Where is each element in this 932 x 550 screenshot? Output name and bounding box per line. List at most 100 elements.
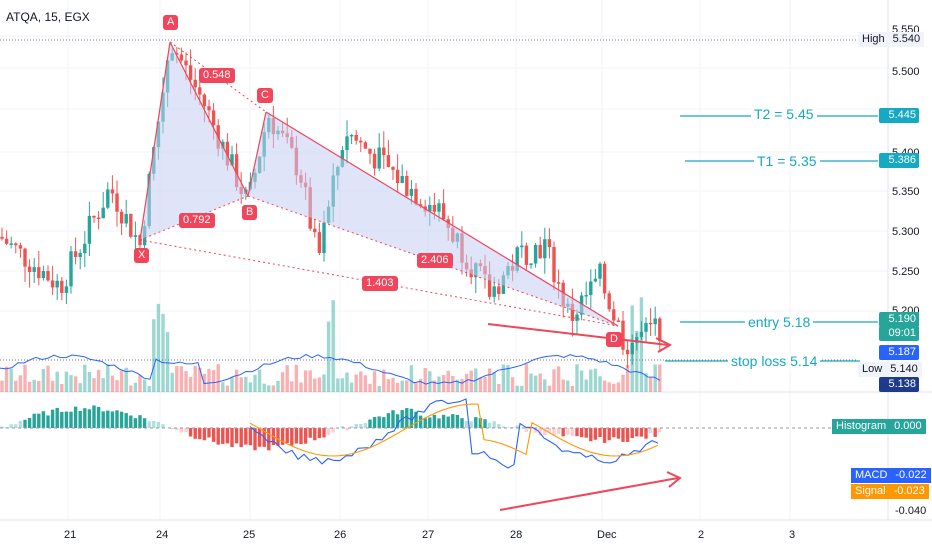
macd-histogram-bar xyxy=(202,428,207,441)
candle-body xyxy=(207,106,211,111)
macd-histogram-bar xyxy=(188,428,193,437)
candle-body xyxy=(32,267,36,272)
macd-histogram-bar xyxy=(225,428,230,444)
macd-histogram-bar xyxy=(455,414,460,428)
volume-bar xyxy=(547,385,552,392)
macd-histogram-bar xyxy=(152,420,156,428)
volume-bar xyxy=(349,382,354,392)
macd-histogram-bar xyxy=(648,428,653,434)
volume-bar xyxy=(584,379,588,392)
volume-bar xyxy=(478,377,483,392)
volume-bar xyxy=(32,379,36,392)
macd-value: -0.022 xyxy=(891,468,931,483)
volume-bar xyxy=(294,364,299,392)
price-tick: 5.300 xyxy=(892,226,920,238)
volume-bar xyxy=(234,369,239,392)
volume-bar xyxy=(23,364,27,392)
macd-histogram-bar xyxy=(244,428,248,445)
volume-bar xyxy=(612,383,616,392)
volume-bar xyxy=(625,365,630,392)
candle-body xyxy=(184,60,188,66)
volume-bar xyxy=(60,384,64,392)
macd-histogram-bar xyxy=(483,419,487,428)
volume-bar xyxy=(359,371,363,392)
candle-body xyxy=(202,94,207,107)
volume-bar xyxy=(211,370,216,392)
macd-histogram-bar xyxy=(78,410,82,428)
candle-body xyxy=(372,153,377,169)
volume-bar xyxy=(409,365,414,392)
volume-bar xyxy=(271,385,276,392)
candle-body xyxy=(64,286,69,293)
macd-histogram-bar xyxy=(276,428,280,446)
volume-bar xyxy=(253,374,257,392)
candle-body xyxy=(395,169,400,184)
volume-bar xyxy=(331,300,335,392)
volume-bar xyxy=(202,373,207,392)
candle-body xyxy=(133,235,138,237)
candle-body xyxy=(27,266,32,272)
volume-bar xyxy=(400,380,404,392)
macd-histogram-bar xyxy=(280,428,285,445)
candle-body xyxy=(359,140,363,143)
volume-bar xyxy=(87,371,92,392)
candle-body xyxy=(46,271,50,281)
divergence-line-price xyxy=(487,323,669,346)
candle-body xyxy=(317,232,322,253)
volume-bar xyxy=(230,377,234,392)
price-tick: 5.250 xyxy=(892,266,920,278)
volume-bar xyxy=(193,365,197,392)
macd-histogram-bar xyxy=(460,418,464,428)
macd-histogram-bar xyxy=(354,423,358,428)
volume-bar xyxy=(543,379,547,392)
volume-bar xyxy=(469,370,473,392)
macd-histogram-bar xyxy=(474,417,478,428)
candle-body xyxy=(428,204,432,212)
stop-loss-label: stop loss 5.14 xyxy=(728,353,821,369)
macd-histogram-bar xyxy=(598,428,602,438)
macd-histogram-bar xyxy=(658,428,662,433)
volume-bar xyxy=(239,377,243,392)
macd-histogram-bar xyxy=(635,428,639,437)
candle-body xyxy=(0,236,4,239)
candle-body xyxy=(409,188,414,196)
pattern-point-c: C xyxy=(257,88,273,103)
volume-bar xyxy=(257,369,262,392)
macd-histogram-bar xyxy=(441,414,446,428)
candle-body xyxy=(547,239,552,247)
macd-histogram-bar xyxy=(405,408,409,428)
macd-histogram-bar xyxy=(60,411,64,428)
candle-body xyxy=(14,243,18,246)
macd-histogram-bar xyxy=(331,428,335,433)
volume-bar xyxy=(308,370,312,392)
candle-body xyxy=(602,263,607,294)
macd-histogram-bar xyxy=(32,413,36,428)
volume-bar xyxy=(165,332,170,392)
macd-histogram-bar xyxy=(409,408,414,428)
candle-body xyxy=(437,203,441,212)
volume-bar xyxy=(248,382,253,392)
time-label: 3 xyxy=(789,529,796,541)
volume-bar xyxy=(4,366,9,392)
macd-histogram-bar xyxy=(129,415,133,428)
candle-body xyxy=(487,274,492,297)
candle-body xyxy=(598,263,602,279)
candle-body xyxy=(188,65,193,80)
ratio-bcd: 2.406 xyxy=(417,253,453,268)
volume-bar xyxy=(460,378,464,392)
macd-histogram-bar xyxy=(386,413,391,428)
macd-histogram-bar xyxy=(372,416,377,428)
high-value: 5.540 xyxy=(888,32,925,47)
volume-bar xyxy=(639,297,644,392)
macd-histogram-bar xyxy=(41,411,46,428)
candle-body xyxy=(37,267,41,279)
volume-bar xyxy=(244,376,248,392)
candle-body xyxy=(630,342,634,355)
candle-body xyxy=(533,244,538,264)
macd-histogram-bar xyxy=(556,428,561,435)
signal-line xyxy=(249,403,659,457)
candle-body xyxy=(556,282,561,284)
time-label: 21 xyxy=(64,529,77,541)
